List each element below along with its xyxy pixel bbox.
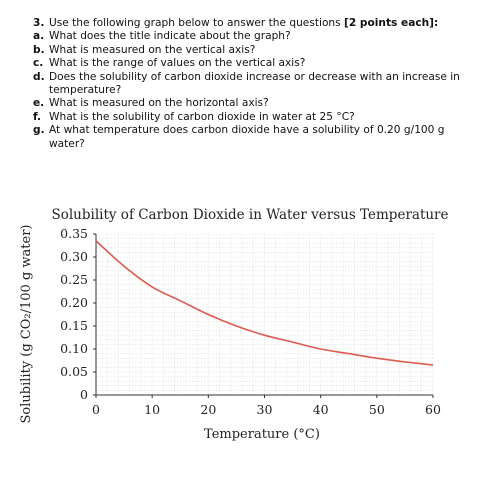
question-heading-text: Use the following graph below to answer … — [49, 17, 345, 29]
x-axis-label: Temperature (°C) — [204, 427, 320, 442]
x-tick-label: 60 — [425, 402, 441, 417]
question-letter: g. — [33, 124, 45, 137]
solubility-curve — [95, 240, 434, 366]
question-letter: c. — [33, 57, 44, 70]
question-text: Does the solubility of carbon dioxide in… — [49, 70, 460, 97]
question-letter: e. — [33, 97, 45, 110]
question-letter: d. — [33, 70, 45, 83]
y-tick-label: 0.25 — [60, 272, 88, 287]
question-text: What is the range of values on the verti… — [49, 57, 306, 70]
chart-ticks: 0 0.05 0.10 0.15 0.20 0.25 0.30 0.35 0 10 20 30 40 50… — [60, 226, 441, 417]
question-text: What is measured on the vertical axis? — [49, 43, 256, 56]
y-tick-label: 0.05 — [60, 364, 88, 379]
question-letter: b. — [33, 43, 45, 56]
question-item-g: g. At what temperature does carbon dioxi… — [33, 124, 478, 151]
question-item-d: d. Does the solubility of carbon dioxide… — [33, 71, 478, 98]
question-item-c: c. What is the range of values on the ve… — [33, 57, 478, 70]
y-tick-label: 0.20 — [60, 295, 88, 310]
question-heading: 3. Use the following graph below to answ… — [33, 17, 478, 30]
y-tick-label: 0.35 — [60, 226, 88, 241]
y-tick-label: 0.10 — [60, 341, 88, 356]
question-block: 3. Use the following graph below to answ… — [33, 17, 478, 151]
y-tick-label: 0.30 — [60, 249, 88, 264]
x-tick-label: 50 — [369, 402, 385, 417]
y-axis-label: Solubility (g CO₂/100 g water) — [19, 225, 34, 424]
question-item-f: f. What is the solubility of carbon diox… — [33, 111, 478, 124]
chart-series — [95, 240, 434, 366]
question-text: What is the solubility of carbon dioxide… — [49, 110, 355, 123]
question-points: [2 points each]: — [344, 17, 439, 29]
chart-title: Solubility of Carbon Dioxide in Water ve… — [51, 207, 448, 223]
question-text: What is measured on the horizontal axis? — [49, 97, 269, 110]
question-text: At what temperature does carbon dioxide … — [49, 124, 445, 150]
question-item-a: a. What does the title indicate about th… — [33, 30, 478, 43]
chart-grid — [95, 233, 434, 396]
x-tick-label: 10 — [144, 402, 160, 417]
question-item-b: b. What is measured on the vertical axis… — [33, 44, 478, 57]
question-number: 3. — [33, 17, 45, 29]
y-tick-label: 0.15 — [60, 318, 88, 333]
x-tick-label: 40 — [313, 402, 329, 417]
question-letter: f. — [33, 110, 42, 123]
question-text: What does the title indicate about the g… — [49, 30, 291, 43]
x-tick-label: 30 — [257, 402, 273, 417]
solubility-chart: Solubility of Carbon Dioxide in Water ve… — [19, 207, 449, 442]
x-tick-label: 0 — [92, 402, 100, 417]
y-tick-label: 0 — [80, 387, 88, 402]
x-tick-label: 20 — [200, 402, 216, 417]
question-letter: a. — [33, 30, 45, 43]
question-item-e: e. What is measured on the horizontal ax… — [33, 97, 478, 110]
